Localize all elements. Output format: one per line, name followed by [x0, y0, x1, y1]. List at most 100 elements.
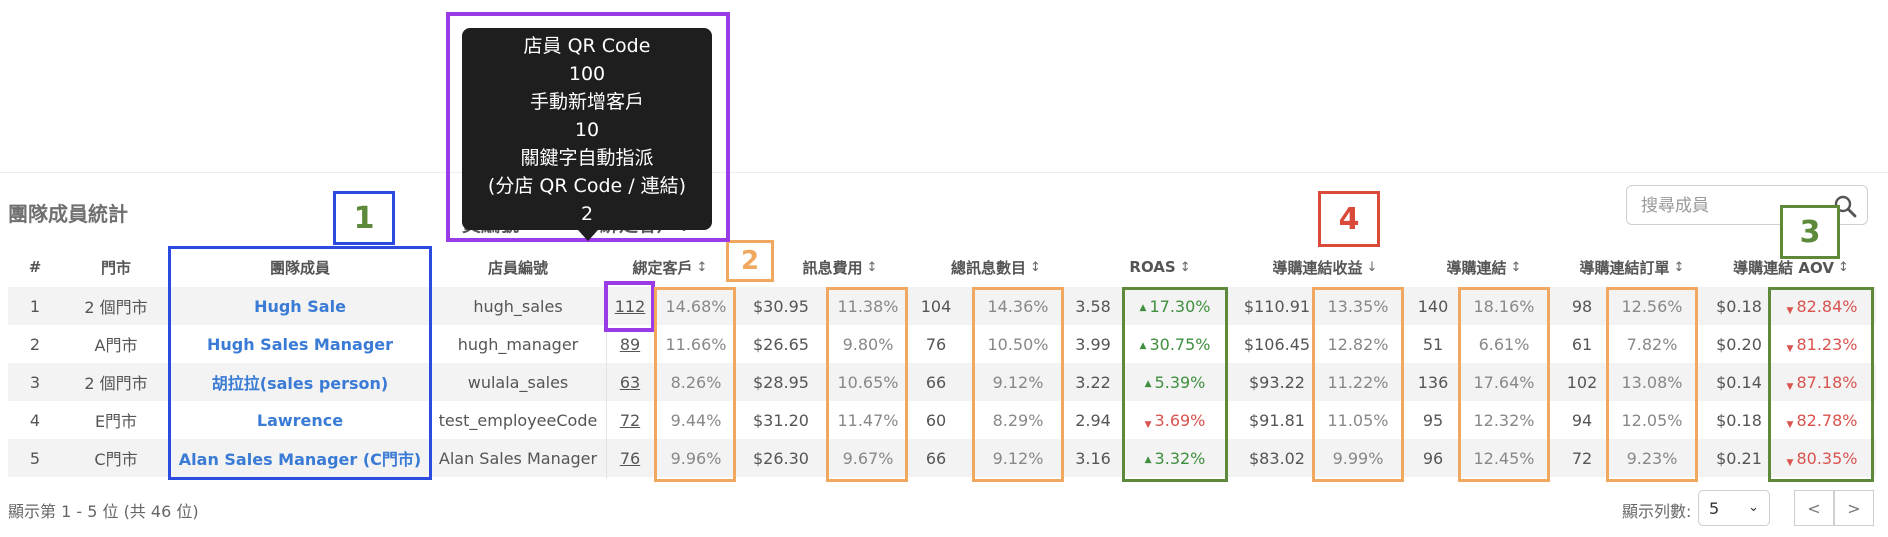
cell-cost-pct: 10.65% — [837, 372, 899, 392]
column-header-roas[interactable]: ROAS ↕ — [1100, 255, 1220, 279]
cell-orders: 72 — [1571, 448, 1593, 468]
cell-name[interactable]: Hugh Sales Manager — [206, 334, 394, 354]
cell-msgs: 66 — [925, 372, 947, 392]
column-header-msg-cost[interactable]: 訊息費用 ↕ — [776, 255, 904, 279]
cell-links: 95 — [1422, 410, 1444, 430]
cell-name[interactable]: Hugh Sale — [254, 296, 346, 316]
search-icon[interactable] — [1833, 194, 1857, 218]
sort-icon[interactable]: ↕ — [1179, 259, 1191, 275]
chevron-down-icon: ⌄ — [1748, 500, 1759, 515]
trend-up-value: 30.75% — [1140, 335, 1210, 354]
cell-aov-pct: 87.18% — [1770, 363, 1874, 401]
cell-idx: 1 — [29, 296, 41, 316]
cell-bound[interactable]: 112 — [606, 287, 654, 325]
cell-orders-pct: 12.56% — [1621, 296, 1683, 316]
cell-bound[interactable]: 76 — [606, 439, 654, 477]
table-row: 1 2 個門市 Hugh Sale hugh_sales 112 14.68% $30.95… — [8, 287, 1876, 325]
sort-desc-icon[interactable]: ↓ — [1366, 259, 1378, 275]
cell-aov-pct: 80.35% — [1770, 439, 1874, 477]
cell-roas-pct: 3.69% — [1124, 401, 1226, 439]
cell-bound[interactable]: 89 — [606, 325, 654, 363]
sort-icon[interactable]: ↕ — [1673, 259, 1685, 275]
cell-name[interactable]: Alan Sales Manager (C門市) — [178, 450, 422, 469]
sort-icon[interactable]: ↕ — [1837, 259, 1849, 275]
column-header-index: # — [8, 255, 62, 279]
column-header-links[interactable]: 導購連結 ↕ — [1424, 255, 1544, 279]
annotation-label-4: 4 — [1318, 191, 1380, 247]
cell-cost-pct: 11.47% — [837, 410, 899, 430]
cell-msgs-pct: 10.50% — [987, 334, 1049, 354]
cell-orders-pct: 7.82% — [1626, 334, 1678, 354]
cell-rev-pct: 13.35% — [1327, 296, 1389, 316]
cell-links-pct: 12.45% — [1473, 448, 1535, 468]
annotation-box-1 — [168, 246, 432, 480]
cell-roas: 2.94 — [1075, 410, 1111, 430]
bound-customers-link[interactable]: 112 — [614, 296, 646, 316]
tooltip-line: (分店 QR Code / 連結) — [487, 175, 687, 197]
section-title: 團隊成員統計 — [8, 202, 128, 226]
cell-idx: 4 — [29, 410, 41, 430]
column-header-revenue[interactable]: 導購連結收益 ↓ — [1250, 255, 1400, 279]
cell-cost: $28.95 — [753, 372, 809, 392]
cell-aov-pct: 82.84% — [1770, 287, 1874, 325]
cell-aov: $0.21 — [1716, 448, 1762, 468]
column-header-label: 導購連結 AOV — [1733, 258, 1834, 277]
column-header-label: 導購連結 — [1446, 258, 1507, 277]
table-row: 2 A門市 Hugh Sales Manager hugh_manager 89 11.6… — [8, 325, 1876, 363]
cell-msgs: 60 — [925, 410, 947, 430]
sort-icon[interactable]: ↕ — [1510, 259, 1522, 275]
bound-customers-link[interactable]: 72 — [619, 410, 641, 430]
cell-bound[interactable]: 72 — [606, 401, 654, 439]
trend-up-value: 5.39% — [1145, 373, 1206, 392]
column-header-bound[interactable]: 綁定客戶 ↕ — [606, 255, 734, 279]
cell-bound[interactable]: 63 — [606, 363, 654, 401]
cell-orders: 61 — [1571, 334, 1593, 354]
annotation-box-2e — [1458, 287, 1550, 482]
column-header-aov[interactable]: 導購連結 AOV ↕ — [1716, 255, 1866, 279]
cell-aov: $0.18 — [1716, 296, 1762, 316]
bound-customers-link[interactable]: 76 — [619, 448, 641, 468]
cell-code: Alan Sales Manager — [438, 448, 598, 468]
cell-orders-pct: 12.05% — [1621, 410, 1683, 430]
trend-down-value: 81.23% — [1787, 335, 1857, 354]
column-header-orders[interactable]: 導購連結訂單 ↕ — [1562, 255, 1702, 279]
cell-orders: 94 — [1571, 410, 1593, 430]
sort-icon[interactable]: ↕ — [866, 259, 878, 275]
annotation-label-3: 3 — [1780, 205, 1840, 259]
cell-roas: 3.99 — [1075, 334, 1111, 354]
cell-bound-pct: 14.68% — [665, 296, 727, 316]
next-page-button[interactable]: > — [1834, 490, 1874, 526]
annotation-box-2f — [1606, 287, 1698, 482]
annotation-label-2: 2 — [726, 240, 774, 282]
cell-msgs: 76 — [925, 334, 947, 354]
sort-icon[interactable]: ↕ — [1030, 259, 1041, 275]
cell-orders-pct: 13.08% — [1621, 372, 1683, 392]
pagination-summary: 顯示第 1 - 5 位 (共 46 位) — [8, 502, 199, 521]
rows-per-page-label: 顯示列數: — [1622, 502, 1692, 521]
cell-store: 2 個門市 — [84, 374, 148, 393]
cell-cost: $31.20 — [753, 410, 809, 430]
column-header-label: 團隊成員 — [269, 258, 330, 277]
cell-msgs-pct: 8.29% — [992, 410, 1044, 430]
cell-roas: 3.22 — [1075, 372, 1111, 392]
cell-code: hugh_manager — [457, 334, 579, 354]
bound-customers-link[interactable]: 63 — [619, 372, 641, 392]
column-header-label: ROAS — [1129, 258, 1176, 276]
cell-store: E門市 — [94, 412, 138, 431]
table-row: 3 2 個門市 胡拉拉(sales person) wulala_sales 63 8.2… — [8, 363, 1876, 401]
cell-name[interactable]: 胡拉拉(sales person) — [211, 374, 389, 393]
sort-icon[interactable]: ↕ — [696, 259, 708, 275]
cell-rev-pct: 11.22% — [1327, 372, 1389, 392]
cell-cost: $26.30 — [753, 448, 809, 468]
cell-links-pct: 6.61% — [1478, 334, 1530, 354]
cell-idx: 5 — [29, 448, 41, 468]
column-header-msg-total[interactable]: 總訊息數目 ↕ — [930, 255, 1062, 279]
cell-msgs: 104 — [920, 296, 952, 316]
bound-customers-link[interactable]: 89 — [619, 334, 641, 354]
rows-per-page-select[interactable]: 5 ⌄ — [1698, 490, 1770, 526]
cell-name[interactable]: Lawrence — [256, 410, 344, 430]
annotation-box-2c — [972, 287, 1064, 482]
column-header-label: 總訊息數目 — [951, 258, 1027, 277]
prev-page-button[interactable]: < — [1794, 490, 1834, 526]
cell-store: 2 個門市 — [84, 298, 148, 317]
